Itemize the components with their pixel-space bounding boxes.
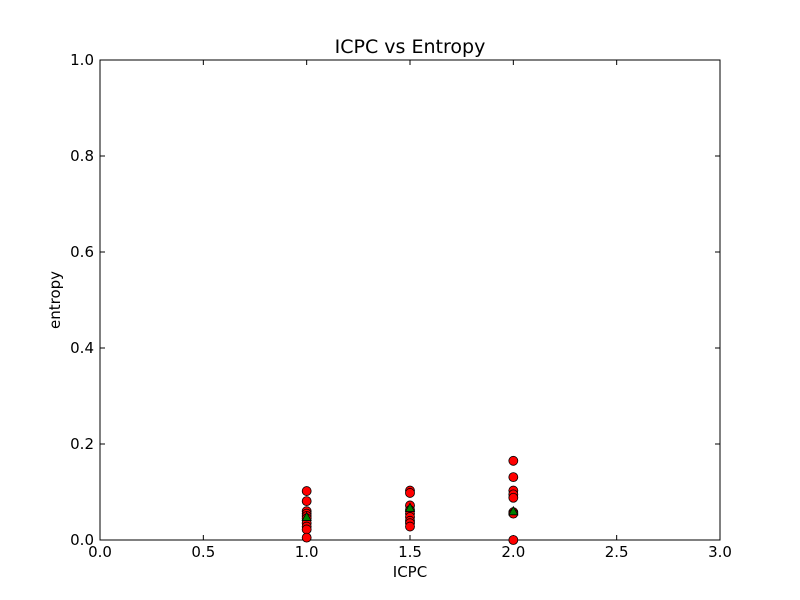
y-tick-label: 0.4 (70, 339, 94, 357)
chart-title: ICPC vs Entropy (335, 36, 486, 58)
y-tick-label: 0.6 (70, 243, 94, 261)
x-axis: 0.0 0.5 1.0 1.5 2.0 2.5 3.0 (88, 60, 732, 561)
y-axis-label: entropy (46, 271, 64, 329)
x-tick-label: 1.5 (398, 543, 422, 561)
data-point-circle (301, 496, 312, 507)
x-tick-label: 2.0 (501, 543, 525, 561)
data-point-circle (301, 486, 312, 496)
x-tick-label: 2.5 (605, 543, 629, 561)
x-tick-label: 0.5 (191, 543, 215, 561)
y-axis: 0.0 0.2 0.4 0.6 0.8 1.0 (70, 51, 720, 549)
x-tick-label: 1.0 (295, 543, 319, 561)
data-point-circle (301, 532, 312, 543)
data-point-triangle (508, 505, 519, 516)
x-tick-label: 3.0 (708, 543, 732, 561)
data-point-circle (508, 455, 519, 466)
plot-area (99, 59, 721, 541)
x-tick-label: 0.0 (88, 543, 112, 561)
data-point-circle (508, 535, 519, 545)
y-tick-label: 1.0 (70, 51, 94, 69)
data-point-triangle (301, 511, 312, 521)
data-point-circle (301, 524, 312, 535)
data-point-circle (508, 492, 519, 503)
data-point-circle (405, 521, 415, 532)
data-point-circle (405, 488, 415, 498)
data-points (301, 455, 519, 545)
y-tick-label: 0.2 (70, 435, 94, 453)
y-tick-label: 0.0 (70, 531, 94, 549)
data-point-circle (508, 472, 519, 483)
data-point-triangle (404, 502, 416, 512)
y-tick-label: 0.8 (70, 147, 94, 165)
x-axis-label: ICPC (393, 563, 427, 581)
